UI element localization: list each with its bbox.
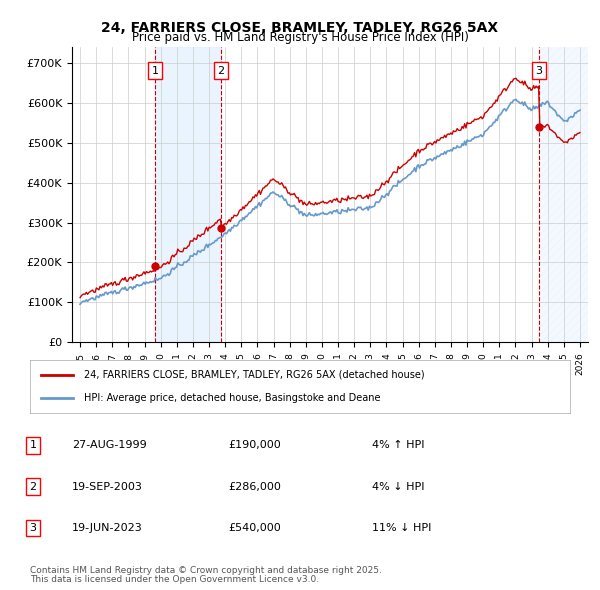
Text: 1: 1	[152, 66, 158, 76]
Bar	[539, 47, 588, 342]
Text: 19-SEP-2003: 19-SEP-2003	[72, 482, 143, 491]
Text: HPI: Average price, detached house, Basingstoke and Deane: HPI: Average price, detached house, Basi…	[84, 393, 380, 403]
Text: This data is licensed under the Open Government Licence v3.0.: This data is licensed under the Open Gov…	[30, 575, 319, 584]
Text: 4% ↑ HPI: 4% ↑ HPI	[372, 441, 425, 450]
Text: 2: 2	[217, 66, 224, 76]
Text: 24, FARRIERS CLOSE, BRAMLEY, TADLEY, RG26 5AX (detached house): 24, FARRIERS CLOSE, BRAMLEY, TADLEY, RG2…	[84, 370, 425, 380]
Text: Price paid vs. HM Land Registry's House Price Index (HPI): Price paid vs. HM Land Registry's House …	[131, 31, 469, 44]
Text: 24, FARRIERS CLOSE, BRAMLEY, TADLEY, RG26 5AX: 24, FARRIERS CLOSE, BRAMLEY, TADLEY, RG2…	[101, 21, 499, 35]
Text: 4% ↓ HPI: 4% ↓ HPI	[372, 482, 425, 491]
Text: 2: 2	[29, 482, 37, 491]
Text: £540,000: £540,000	[228, 523, 281, 533]
Text: £286,000: £286,000	[228, 482, 281, 491]
Text: 11% ↓ HPI: 11% ↓ HPI	[372, 523, 431, 533]
Text: 3: 3	[536, 66, 542, 76]
Text: 27-AUG-1999: 27-AUG-1999	[72, 441, 147, 450]
Text: Contains HM Land Registry data © Crown copyright and database right 2025.: Contains HM Land Registry data © Crown c…	[30, 566, 382, 575]
Text: £190,000: £190,000	[228, 441, 281, 450]
Text: 3: 3	[29, 523, 37, 533]
Text: 19-JUN-2023: 19-JUN-2023	[72, 523, 143, 533]
Bar	[155, 47, 221, 342]
Text: 1: 1	[29, 441, 37, 450]
